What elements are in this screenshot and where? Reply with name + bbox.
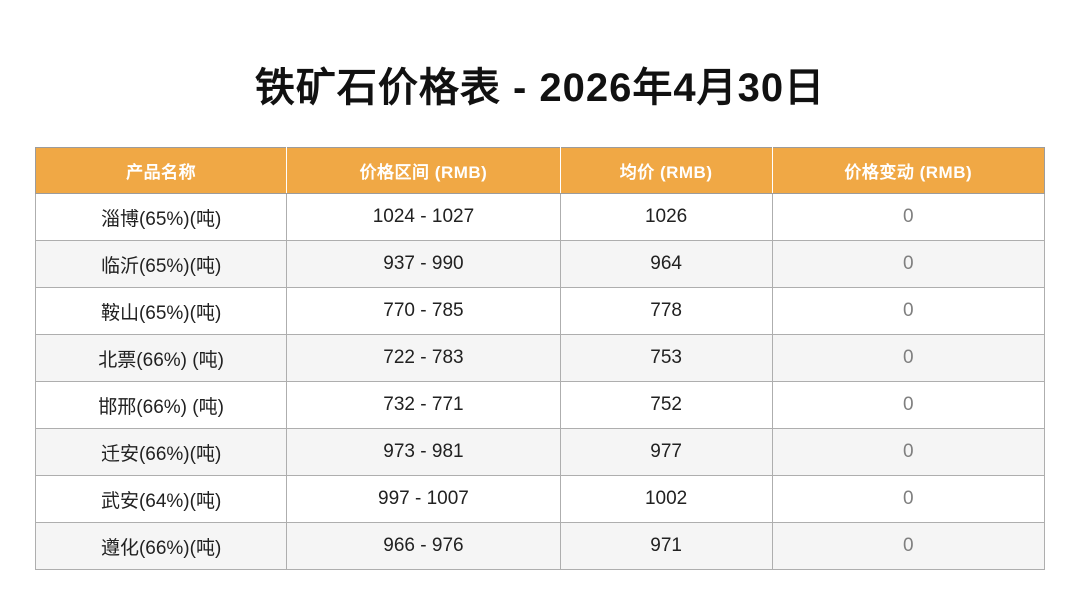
cell-price-change: 0	[771, 334, 1046, 382]
cell-price-change: 0	[771, 287, 1046, 335]
cell-price-range: 997 - 1007	[286, 475, 561, 523]
table-row: 武安(64%)(吨) 997 - 1007 1002 0	[34, 475, 1046, 523]
header-average-price: 均价 (RMB)	[560, 147, 773, 194]
table-header: 产品名称 价格区间 (RMB) 均价 (RMB) 价格变动 (RMB)	[35, 147, 1046, 194]
cell-price-range: 1024 - 1027	[286, 193, 561, 241]
cell-avg-price: 977	[559, 428, 773, 476]
cell-avg-price: 753	[559, 334, 773, 382]
cell-price-range: 966 - 976	[286, 522, 561, 570]
cell-product: 迁安(66%)(吨)	[34, 428, 288, 476]
cell-price-change: 0	[771, 475, 1046, 523]
table-row: 迁安(66%)(吨) 973 - 981 977 0	[34, 428, 1046, 476]
cell-price-change: 0	[771, 381, 1046, 429]
table-row: 邯邢(66%) (吨) 732 - 771 752 0	[34, 381, 1046, 429]
cell-price-range: 973 - 981	[286, 428, 561, 476]
cell-product: 武安(64%)(吨)	[34, 475, 288, 523]
table-body: 淄博(65%)(吨) 1024 - 1027 1026 0 临沂(65%)(吨) 937 …	[34, 193, 1046, 570]
cell-avg-price: 971	[559, 522, 773, 570]
iron-ore-price-table: 产品名称 价格区间 (RMB) 均价 (RMB) 价格变动 (RMB) 淄博(6…	[34, 147, 1046, 570]
cell-price-change: 0	[771, 428, 1046, 476]
cell-price-range: 722 - 783	[286, 334, 561, 382]
cell-avg-price: 1002	[559, 475, 773, 523]
cell-avg-price: 752	[559, 381, 773, 429]
cell-product: 北票(66%) (吨)	[34, 334, 288, 382]
cell-price-range: 937 - 990	[286, 240, 561, 288]
cell-price-change: 0	[771, 193, 1046, 241]
table-row: 临沂(65%)(吨) 937 - 990 964 0	[34, 240, 1046, 288]
header-price-change: 价格变动 (RMB)	[772, 147, 1046, 194]
header-product-name: 产品名称	[35, 147, 288, 194]
table-row: 鞍山(65%)(吨) 770 - 785 778 0	[34, 287, 1046, 335]
cell-avg-price: 778	[559, 287, 773, 335]
page-title: 铁矿石价格表 - 2026年4月30日	[254, 66, 826, 110]
cell-product: 邯邢(66%) (吨)	[34, 381, 288, 429]
cell-avg-price: 964	[559, 240, 773, 288]
cell-price-range: 770 - 785	[286, 287, 561, 335]
cell-product: 遵化(66%)(吨)	[34, 522, 288, 570]
cell-price-change: 0	[771, 522, 1046, 570]
cell-price-range: 732 - 771	[286, 381, 561, 429]
table-row: 淄博(65%)(吨) 1024 - 1027 1026 0	[34, 193, 1046, 241]
table-row: 遵化(66%)(吨) 966 - 976 971 0	[34, 522, 1046, 570]
cell-avg-price: 1026	[559, 193, 773, 241]
header-price-range: 价格区间 (RMB)	[286, 147, 561, 194]
table-row: 北票(66%) (吨) 722 - 783 753 0	[34, 334, 1046, 382]
cell-product: 临沂(65%)(吨)	[34, 240, 288, 288]
cell-product: 淄博(65%)(吨)	[34, 193, 288, 241]
cell-product: 鞍山(65%)(吨)	[34, 287, 288, 335]
table-header-row: 产品名称 价格区间 (RMB) 均价 (RMB) 价格变动 (RMB)	[35, 147, 1046, 194]
cell-price-change: 0	[771, 240, 1046, 288]
